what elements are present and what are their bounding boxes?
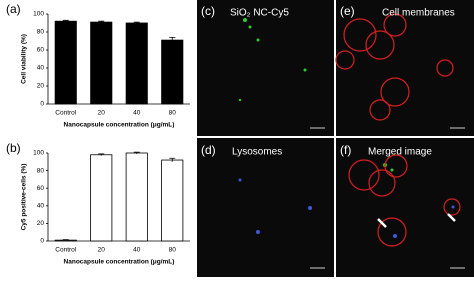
error-bar	[98, 153, 105, 156]
y-tick-label: 0	[40, 238, 44, 245]
panel-label: (e)	[340, 4, 355, 18]
panel-label: (c)	[201, 4, 215, 18]
x-tick-label: 20	[98, 247, 106, 254]
panel-title: Lysosomes	[232, 147, 282, 158]
y-tick-label: 80	[37, 29, 45, 36]
y-tick-label: 40	[37, 203, 45, 210]
bar	[54, 20, 77, 105]
lysosome-spots	[238, 178, 455, 238]
y-axis-label: Cell viability (%)	[21, 34, 28, 84]
error-bar	[98, 20, 105, 23]
error-bar	[133, 21, 140, 24]
bar	[125, 152, 148, 242]
error-bar	[62, 19, 69, 23]
panel-label: (b)	[6, 141, 21, 155]
y-tick-label: 80	[37, 167, 45, 174]
bar	[90, 154, 113, 242]
panel-label: (d)	[201, 143, 216, 157]
scale-bars	[310, 127, 465, 269]
error-bar	[169, 37, 176, 43]
panel-title: Cell membranes	[382, 8, 455, 19]
error-bar	[133, 151, 140, 154]
y-tick-label: 100	[33, 11, 44, 18]
x-axis-label: Nanocapsule concentration (μg/mL)	[64, 259, 175, 266]
panel-label: (f)	[340, 143, 351, 157]
image-e	[336, 0, 474, 136]
x-tick-label: 40	[133, 110, 141, 117]
bar	[161, 159, 184, 242]
y-tick-label: 20	[37, 83, 45, 90]
cell-membranes	[335, 13, 461, 247]
x-tick-label: 80	[169, 247, 177, 254]
error-bar	[62, 239, 69, 241]
bar	[90, 21, 113, 105]
y-tick-label: 60	[37, 185, 45, 192]
y-tick-label: 60	[37, 47, 45, 54]
x-tick-label: Control	[55, 110, 77, 117]
image-panels: (c) SiO₂ NC-Cy5 (e) Cell membranes (d) L…	[197, 0, 474, 277]
bar	[125, 22, 148, 105]
x-tick-label: Control	[55, 247, 77, 254]
panel-title: Merged image	[368, 147, 432, 158]
y-tick-label: 40	[37, 65, 45, 72]
green-spots	[238, 18, 394, 172]
x-tick-label: 80	[169, 110, 177, 117]
y-tick-label: 0	[40, 101, 44, 108]
bar	[161, 39, 184, 105]
panel-title: SiO₂ NC-Cy5	[230, 8, 289, 19]
y-axis-label: Cy5 positive-cells (%)	[21, 164, 28, 231]
y-tick-label: 20	[37, 220, 45, 227]
image-d	[197, 138, 334, 277]
x-axis-label: Nanocapsule concentration (μg/mL)	[64, 122, 175, 129]
x-tick-label: 40	[133, 247, 141, 254]
image-c	[197, 0, 334, 136]
panel-label: (a)	[6, 2, 21, 16]
arrows	[377, 213, 456, 228]
error-bar	[169, 157, 176, 162]
y-tick-label: 100	[33, 150, 44, 157]
x-tick-label: 20	[98, 110, 106, 117]
